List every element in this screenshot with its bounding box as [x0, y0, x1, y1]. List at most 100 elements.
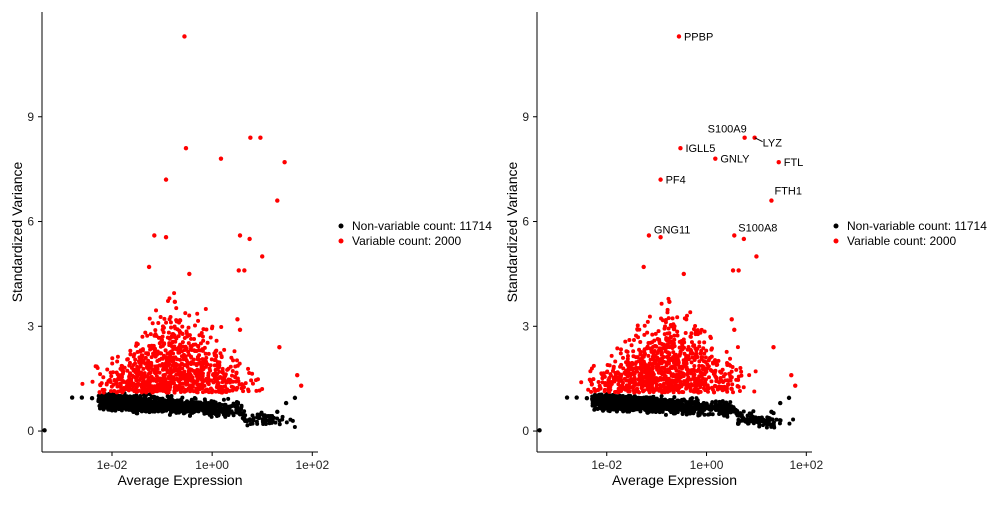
data-point	[125, 406, 130, 411]
data-point	[182, 348, 187, 353]
data-point	[702, 351, 707, 356]
data-point	[104, 382, 109, 387]
data-point	[160, 343, 165, 348]
data-point	[681, 337, 686, 342]
data-point	[717, 411, 722, 416]
data-point	[98, 372, 103, 377]
data-point	[681, 406, 686, 411]
data-point	[222, 347, 227, 352]
data-point	[730, 268, 736, 273]
data-point	[201, 407, 206, 412]
data-point	[209, 414, 214, 419]
data-point	[195, 311, 200, 316]
data-point	[722, 413, 727, 418]
data-point	[236, 268, 241, 273]
data-point	[635, 323, 640, 328]
data-point	[247, 236, 252, 242]
data-point	[616, 396, 621, 401]
legend-marker	[833, 238, 839, 244]
data-point	[695, 401, 700, 406]
data-point	[682, 351, 687, 356]
data-point	[135, 349, 140, 354]
data-point	[712, 390, 717, 395]
data-point	[127, 360, 132, 365]
data-point	[689, 331, 694, 336]
gene-label: S100A9	[708, 124, 747, 136]
data-point	[667, 299, 672, 305]
data-point	[138, 407, 143, 412]
data-point	[198, 376, 203, 381]
data-point	[154, 308, 159, 313]
data-point	[282, 159, 287, 165]
data-point	[605, 396, 610, 401]
data-point	[774, 417, 779, 422]
data-point	[648, 357, 653, 362]
data-point	[150, 321, 155, 326]
data-point	[612, 403, 617, 408]
data-point	[189, 367, 194, 372]
data-point	[215, 383, 220, 388]
gene-label: IGLL5	[685, 143, 715, 155]
data-point	[732, 327, 737, 332]
data-point	[131, 409, 136, 414]
data-point	[615, 406, 620, 411]
data-point	[149, 405, 154, 410]
data-point	[194, 390, 199, 395]
data-point	[166, 406, 171, 411]
data-point	[676, 377, 681, 382]
data-point	[747, 373, 752, 378]
data-point	[741, 236, 747, 242]
data-point	[202, 358, 207, 363]
data-point	[659, 346, 664, 351]
data-point	[718, 400, 723, 405]
data-point	[734, 411, 739, 416]
data-point	[605, 369, 610, 374]
data-point	[694, 396, 699, 401]
data-point	[191, 389, 196, 394]
data-point	[139, 360, 144, 365]
data-point	[654, 365, 659, 370]
data-point	[612, 395, 617, 400]
data-point	[98, 396, 104, 402]
data-point	[168, 320, 173, 325]
data-point	[268, 415, 273, 420]
data-point	[593, 396, 598, 402]
data-point	[729, 317, 734, 322]
data-point	[239, 404, 244, 409]
data-point	[133, 399, 139, 404]
data-point	[213, 389, 218, 394]
data-point	[730, 382, 735, 387]
data-point	[226, 396, 231, 401]
data-point	[778, 418, 783, 423]
data-point	[695, 389, 700, 394]
data-point	[239, 386, 244, 391]
data-point	[101, 375, 106, 380]
data-point	[148, 332, 153, 337]
data-point	[662, 326, 667, 331]
data-point	[89, 396, 95, 401]
data-point	[689, 382, 694, 387]
data-point	[754, 416, 759, 421]
data-point	[692, 372, 697, 377]
data-point	[168, 366, 173, 371]
data-point	[160, 324, 165, 329]
data-point	[243, 381, 248, 386]
data-point	[658, 386, 663, 391]
data-point	[211, 372, 216, 377]
data-point	[628, 399, 633, 404]
data-point	[679, 374, 684, 379]
data-point	[181, 381, 186, 386]
data-point	[627, 338, 632, 343]
data-point	[156, 335, 161, 340]
data-point	[283, 400, 289, 406]
data-point	[725, 361, 730, 366]
data-point	[229, 409, 234, 414]
data-point	[182, 336, 187, 341]
data-point	[213, 357, 218, 362]
data-point	[663, 412, 668, 417]
data-point	[662, 376, 667, 381]
data-point	[160, 388, 165, 393]
data-point	[260, 419, 265, 424]
data-point	[625, 349, 630, 354]
data-point	[170, 363, 175, 368]
